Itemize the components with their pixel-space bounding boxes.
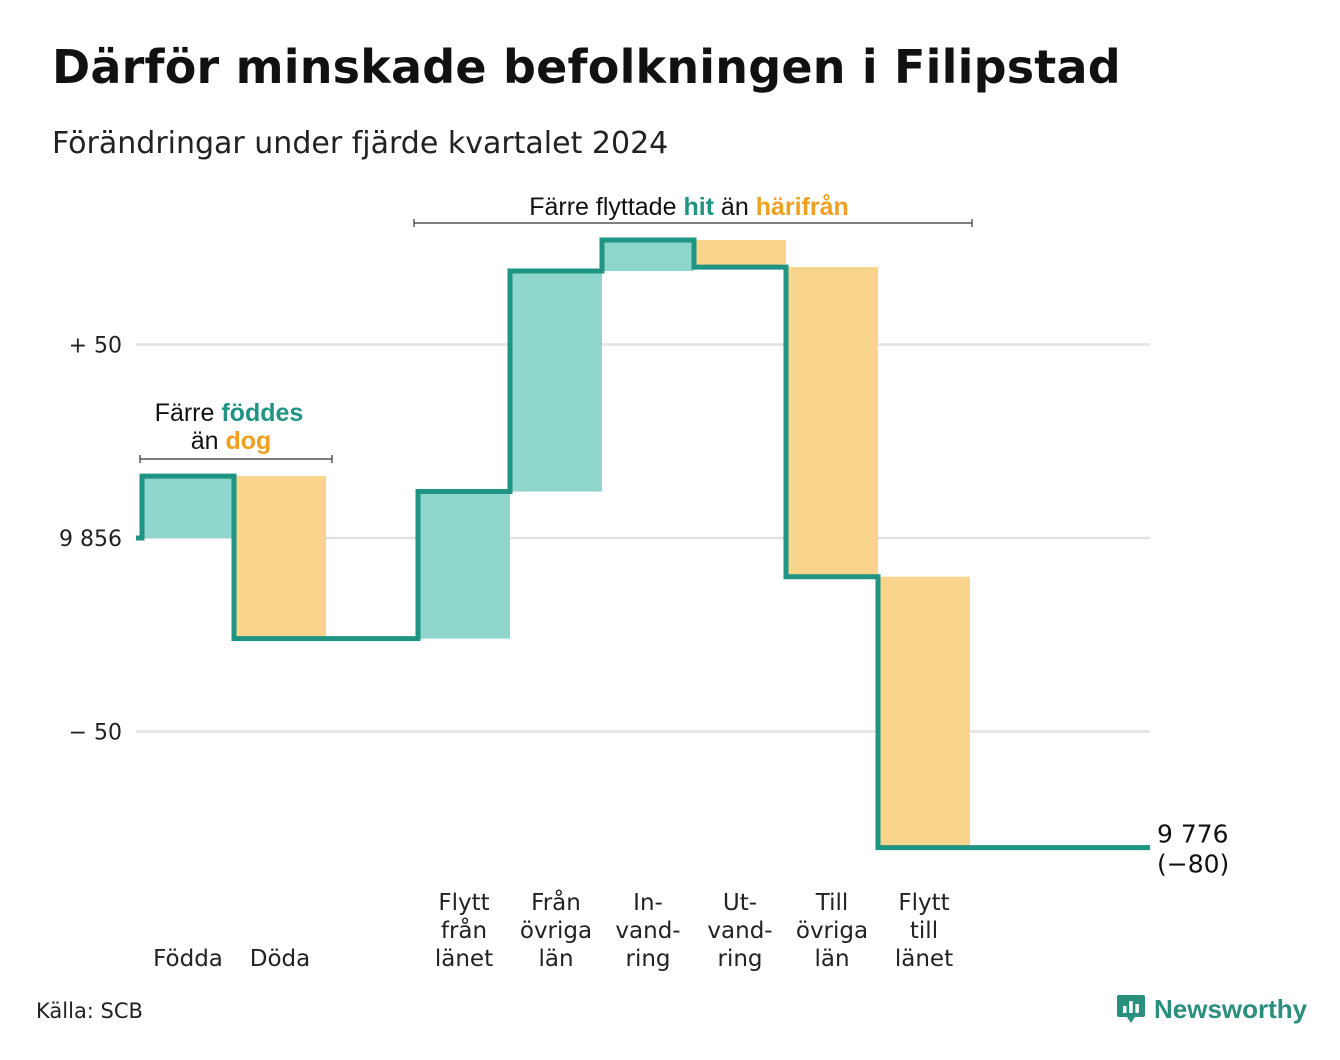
bar — [786, 267, 878, 577]
annotation-migration-middle: än — [714, 193, 756, 221]
category-label-line: län — [538, 946, 573, 972]
annotation-births-line1: Färre föddes — [155, 399, 304, 427]
category-label-line: Födda — [153, 946, 223, 972]
category-label-line: ring — [625, 946, 670, 972]
category-label: Från övriga län — [520, 888, 592, 972]
bar — [142, 476, 234, 538]
bar — [234, 476, 326, 639]
category-label-line: Till — [815, 890, 849, 916]
y-tick-label: + 50 — [69, 334, 122, 359]
step-line — [136, 237, 1150, 851]
newsworthy-logo-icon — [1117, 995, 1145, 1023]
end-value-label: 9 776 — [1157, 820, 1229, 849]
annotation-births-line2-prefix: än — [191, 427, 226, 455]
category-label-line: Från — [531, 888, 581, 916]
newsworthy-brand[interactable]: Newsworthy — [1116, 993, 1307, 1025]
brand-name: Newsworthy — [1154, 993, 1308, 1024]
category-label: Flytt från länet — [435, 890, 493, 972]
annotation-births-line2: än dog — [191, 427, 272, 455]
category-label-line: vand- — [707, 918, 772, 944]
category-label-line: från — [441, 916, 487, 944]
bar — [510, 270, 602, 492]
step-line-group — [136, 237, 1150, 851]
bar — [418, 491, 510, 639]
category-label-line: Flytt — [438, 890, 489, 916]
annotation-migration: Färre flyttade hit än härifrån — [529, 193, 849, 221]
bar — [694, 240, 786, 268]
end-change-label: (−80) — [1157, 850, 1229, 879]
category-label-line: län — [814, 946, 849, 972]
y-tick-label: 9 856 — [59, 527, 122, 552]
category-label-line: ring — [717, 946, 762, 972]
bar — [878, 576, 970, 848]
category-label: Flytt till länet — [895, 890, 953, 972]
category-label-line: övriga — [520, 918, 592, 944]
chart-subtitle: Förändringar under fjärde kvartalet 2024 — [52, 126, 669, 161]
category-label: Ut-vand-ring — [707, 890, 772, 972]
category-label-line: In- — [633, 890, 663, 916]
bars — [142, 240, 970, 848]
annotation-births-line2-highlight: dog — [225, 427, 271, 455]
annotation-births-prefix: Färre — [155, 399, 222, 427]
annotation-migration-prefix: Färre flyttade — [529, 193, 683, 221]
category-label-line: länet — [435, 946, 493, 972]
annotations: Färre föddes än dog Färre flyttade hit ä… — [139, 193, 973, 463]
category-label-line: Ut- — [723, 890, 757, 916]
category-label-line: Döda — [250, 946, 310, 972]
category-label: Till övriga län — [796, 890, 868, 972]
source-note: Källa: SCB — [36, 999, 143, 1023]
category-label-line: övriga — [796, 918, 868, 944]
category-label: Födda — [153, 946, 223, 972]
category-label-line: länet — [895, 946, 953, 972]
chart-title: Därför minskade befolkningen i Filipstad — [52, 40, 1121, 94]
category-label: In-vand-ring — [615, 890, 680, 972]
category-label-line: Flytt — [898, 890, 949, 916]
y-tick-label: − 50 — [69, 721, 122, 746]
category-label-line: vand- — [615, 918, 680, 944]
annotation-migration-harifran: härifrån — [756, 193, 849, 221]
annotation-births-highlight: föddes — [221, 399, 303, 427]
bar — [602, 240, 694, 271]
annotation-migration-hit: hit — [683, 193, 714, 221]
category-label-line: till — [910, 918, 938, 944]
category-label: Döda — [250, 946, 310, 972]
